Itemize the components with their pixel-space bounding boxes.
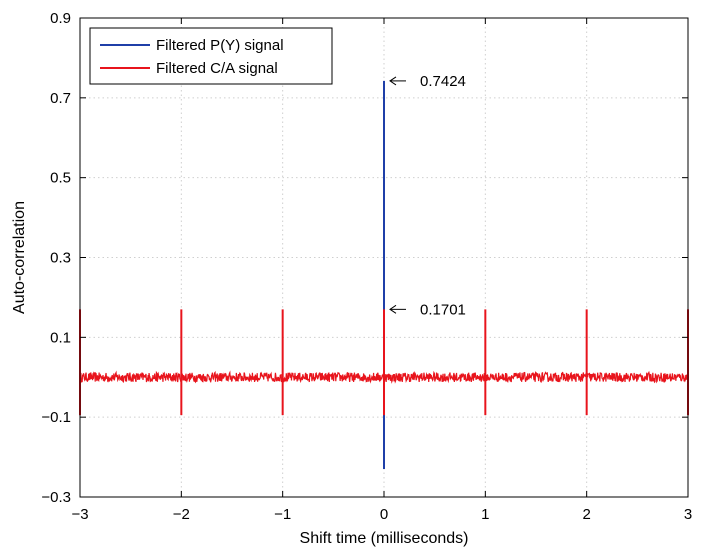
x-tick-label: 0 [380, 506, 388, 523]
x-axis-label: Shift time (milliseconds) [300, 530, 469, 547]
annotation-label: 0.7424 [420, 73, 466, 90]
annotation-label: 0.1701 [420, 301, 466, 318]
x-tick-label: 3 [684, 506, 692, 523]
x-tick-label: −2 [173, 506, 190, 523]
legend-box [89, 27, 333, 85]
legend-label-pY: Filtered P(Y) signal [156, 37, 284, 54]
plot-series [79, 80, 689, 470]
axis-ticks: −3 −2 −1 0 1 2 3 −0.3 −0.1 0.1 0.3 0.5 0.7 0.9 [41, 10, 692, 523]
x-tick-label: 1 [481, 506, 489, 523]
y-tick-label: 0.5 [50, 170, 71, 187]
annotations: 0.7424 0.1701 [389, 73, 466, 318]
y-tick-label: −0.1 [41, 409, 71, 426]
x-tick-label: −1 [274, 506, 291, 523]
x-tick-label: −3 [71, 506, 88, 523]
legend-label-ca: Filtered C/A signal [156, 60, 278, 77]
y-axis-label: Auto-correlation [11, 201, 28, 314]
y-tick-label: 0.9 [50, 10, 71, 27]
annotation-arrowhead [389, 76, 397, 86]
annotation-arrowhead [389, 304, 397, 314]
y-tick-label: 0.7 [50, 90, 71, 107]
x-tick-label: 2 [582, 506, 590, 523]
y-tick-label: −0.3 [41, 489, 71, 506]
y-tick-label: 0.3 [50, 250, 71, 267]
y-tick-label: 0.1 [50, 329, 71, 346]
legend: Filtered P(Y) signal Filtered C/A signal [89, 27, 333, 85]
